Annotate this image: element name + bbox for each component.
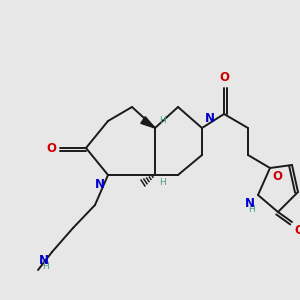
Text: O: O [219, 71, 229, 84]
Text: O: O [294, 224, 300, 237]
Text: H: H [248, 205, 255, 214]
Text: H: H [159, 178, 166, 187]
Text: N: N [245, 197, 255, 210]
Text: O: O [46, 142, 56, 154]
Text: H: H [159, 116, 166, 125]
Text: N: N [95, 178, 105, 191]
Text: N: N [205, 112, 215, 125]
Polygon shape [141, 117, 155, 128]
Text: H: H [42, 262, 49, 271]
Text: O: O [272, 170, 282, 183]
Text: N: N [39, 254, 49, 267]
